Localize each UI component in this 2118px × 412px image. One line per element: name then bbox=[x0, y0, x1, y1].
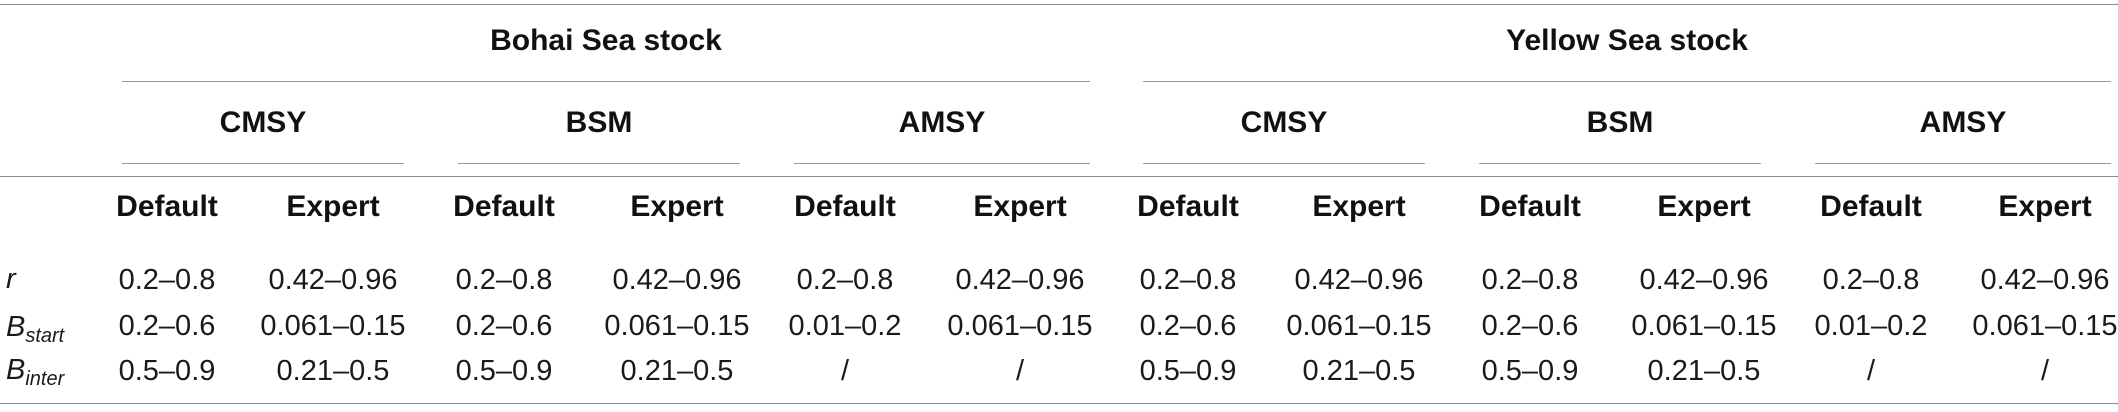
table-cell: 0.2–0.6 bbox=[118, 310, 216, 342]
setting-header: Default bbox=[794, 190, 896, 223]
table-cell: 0.21–0.5 bbox=[1302, 355, 1416, 387]
table-cell: 0.42–0.96 bbox=[1980, 264, 2110, 296]
table-cell: 0.5–0.9 bbox=[1139, 355, 1237, 387]
table-cell: / bbox=[1866, 355, 1876, 387]
method-rule-6 bbox=[1815, 163, 2111, 164]
setting-header: Expert bbox=[286, 190, 380, 223]
setting-header: Expert bbox=[1657, 190, 1751, 223]
table-cell: 0.2–0.8 bbox=[1139, 264, 1237, 296]
method-header: BSM bbox=[565, 106, 633, 139]
table-cell: 0.5–0.9 bbox=[455, 355, 553, 387]
table-cell: 0.01–0.2 bbox=[1814, 310, 1928, 342]
table-cell: 0.2–0.8 bbox=[455, 264, 553, 296]
method-header: CMSY bbox=[219, 106, 307, 139]
table-bottom-rule bbox=[0, 403, 2118, 404]
table-cell: 0.061–0.15 bbox=[1286, 310, 1432, 342]
setting-header: Default bbox=[453, 190, 555, 223]
method-rule-3 bbox=[794, 163, 1090, 164]
table-cell: 0.42–0.96 bbox=[268, 264, 398, 296]
table-cell: 0.061–0.15 bbox=[947, 310, 1093, 342]
table-cell: 0.2–0.6 bbox=[455, 310, 553, 342]
table-cell: 0.21–0.5 bbox=[620, 355, 734, 387]
table-cell: 0.2–0.8 bbox=[118, 264, 216, 296]
stock-header-yellow: Yellow Sea stock bbox=[1506, 24, 1748, 57]
table-cell: 0.42–0.96 bbox=[1294, 264, 1424, 296]
method-header: CMSY bbox=[1240, 106, 1328, 139]
table-cell: 0.42–0.96 bbox=[1639, 264, 1769, 296]
table-cell: / bbox=[2040, 355, 2050, 387]
table-cell: 0.2–0.6 bbox=[1139, 310, 1237, 342]
table-cell: 0.21–0.5 bbox=[1647, 355, 1761, 387]
setting-header: Default bbox=[1820, 190, 1922, 223]
table-cell: 0.2–0.6 bbox=[1481, 310, 1579, 342]
table-cell: / bbox=[840, 355, 850, 387]
table-cell: 0.42–0.96 bbox=[955, 264, 1085, 296]
method-header: BSM bbox=[1586, 106, 1654, 139]
method-rule-4 bbox=[1143, 163, 1425, 164]
row-label-bstart: Bstart bbox=[6, 311, 65, 347]
table-cell: 0.2–0.8 bbox=[796, 264, 894, 296]
method-header: AMSY bbox=[898, 106, 986, 139]
table-cell: 0.2–0.8 bbox=[1822, 264, 1920, 296]
table-cell: / bbox=[1015, 355, 1025, 387]
header-bottom-rule bbox=[0, 176, 2118, 177]
method-rule-2 bbox=[458, 163, 740, 164]
stock-rule-bohai bbox=[122, 81, 1090, 82]
table-cell: 0.061–0.15 bbox=[260, 310, 406, 342]
setting-header: Expert bbox=[973, 190, 1067, 223]
table-cell: 0.21–0.5 bbox=[276, 355, 390, 387]
setting-header: Expert bbox=[630, 190, 724, 223]
stock-rule-yellow bbox=[1143, 81, 2111, 82]
table-cell: 0.061–0.15 bbox=[1631, 310, 1777, 342]
table-cell: 0.061–0.15 bbox=[604, 310, 750, 342]
table-cell: 0.2–0.8 bbox=[1481, 264, 1579, 296]
table-cell: 0.061–0.15 bbox=[1972, 310, 2118, 342]
table-top-rule bbox=[0, 4, 2118, 5]
setting-header: Expert bbox=[1312, 190, 1406, 223]
table-cell: 0.42–0.96 bbox=[612, 264, 742, 296]
method-rule-5 bbox=[1479, 163, 1761, 164]
table-cell: 0.5–0.9 bbox=[118, 355, 216, 387]
setting-header: Expert bbox=[1998, 190, 2092, 223]
row-label-r: r bbox=[6, 263, 16, 295]
stock-header-bohai: Bohai Sea stock bbox=[490, 24, 722, 57]
setting-header: Default bbox=[116, 190, 218, 223]
method-header: AMSY bbox=[1919, 106, 2007, 139]
row-label-binter: Binter bbox=[6, 354, 65, 390]
table-cell: 0.01–0.2 bbox=[788, 310, 902, 342]
setting-header: Default bbox=[1479, 190, 1581, 223]
table-cell: 0.5–0.9 bbox=[1481, 355, 1579, 387]
method-rule-1 bbox=[122, 163, 404, 164]
setting-header: Default bbox=[1137, 190, 1239, 223]
